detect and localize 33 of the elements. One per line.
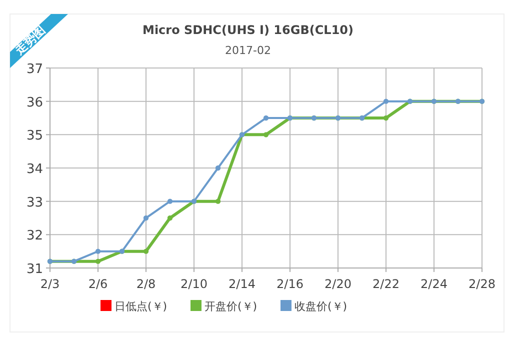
x-tick-label: 2/10 (180, 277, 208, 291)
point (215, 165, 221, 171)
legend-label: 收盘价(￥) (294, 300, 348, 313)
point (263, 132, 269, 138)
point (167, 215, 173, 221)
y-tick-label: 36 (26, 95, 43, 110)
x-tick-label: 2/14 (228, 277, 256, 291)
y-tick-label: 35 (26, 128, 43, 144)
point (167, 198, 173, 204)
x-tick-label: 2/24 (420, 277, 448, 291)
x-tick-label: 2/16 (276, 277, 304, 291)
point (143, 215, 149, 221)
legend-label: 开盘价(￥) (204, 300, 258, 313)
point (215, 198, 221, 204)
y-tick-label: 33 (26, 195, 43, 210)
y-tick-label: 37 (26, 62, 43, 77)
y-tick-label: 32 (26, 228, 43, 244)
x-tick-label: 2/28 (468, 277, 496, 291)
x-tick-label: 2/22 (372, 277, 400, 291)
point (95, 258, 101, 264)
point (383, 98, 389, 104)
legend-label: 日低点(￥) (114, 300, 168, 313)
x-tick-label: 2/6 (88, 277, 108, 291)
chart-title: Micro SDHC(UHS I) 16GB(CL10) (142, 23, 354, 37)
x-tick-label: 2/8 (136, 277, 156, 291)
x-tick-label: 2/20 (324, 277, 352, 291)
point (143, 248, 149, 254)
point (95, 248, 101, 254)
y-tick-label: 31 (26, 262, 43, 277)
y-tick-label: 34 (26, 162, 43, 177)
x-tick-label: 2/3 (40, 277, 60, 291)
chart-subtitle: 2017-02 (225, 44, 271, 57)
point (263, 115, 269, 121)
